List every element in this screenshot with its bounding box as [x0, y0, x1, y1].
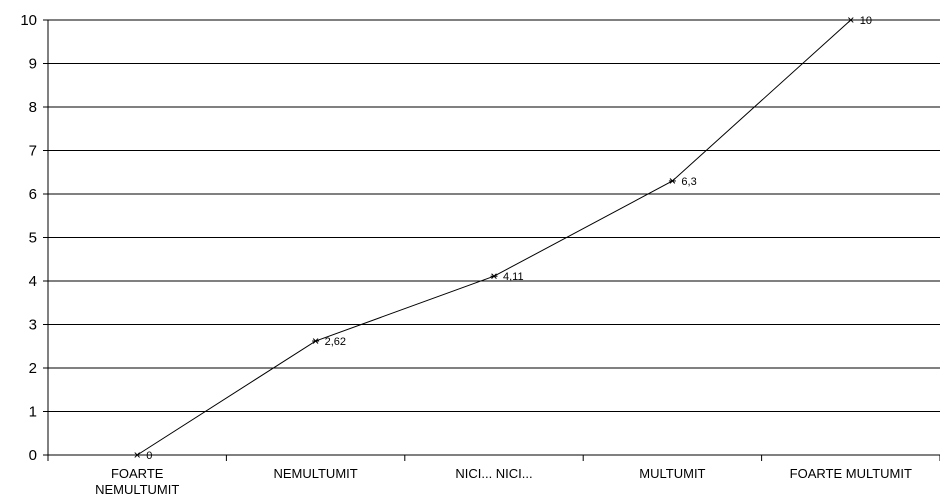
axes	[43, 19, 940, 461]
data-label: 6,3	[681, 176, 696, 188]
y-tick-label: 8	[29, 99, 37, 116]
x-tick-label: NICI... NICI...	[455, 466, 532, 481]
y-tick-label: 6	[29, 186, 37, 203]
x-tick-label-line: NEMULTUMIT	[273, 466, 357, 481]
y-tick-label: 3	[29, 317, 37, 334]
data-label: 4,11	[503, 271, 524, 283]
x-tick-label-line: MULTUMIT	[639, 466, 705, 481]
data-label: 10	[860, 15, 872, 27]
x-tick-label: MULTUMIT	[639, 466, 705, 481]
x-tick-label-line: NICI... NICI...	[455, 466, 532, 481]
y-tick-label: 10	[20, 12, 37, 29]
y-tick-label: 4	[29, 273, 37, 290]
data-labels: 0 2,62 4,11 6,3 10	[146, 15, 872, 462]
data-point-marker	[847, 17, 855, 23]
x-tick-label: FOARTE NEMULTUMIT	[95, 466, 179, 497]
x-tick-label: NEMULTUMIT	[273, 466, 357, 481]
data-point-marker	[312, 338, 320, 344]
x-tick-label-line: FOARTE	[111, 466, 164, 481]
x-tick-label-line: NEMULTUMIT	[95, 482, 179, 497]
y-tick-label: 7	[29, 143, 37, 160]
data-label: 2,62	[325, 336, 346, 348]
y-tick-label: 1	[29, 404, 37, 421]
gridlines	[48, 19, 940, 412]
y-tick-label: 0	[29, 447, 37, 464]
data-label: 0	[146, 450, 152, 462]
x-tick-label-line: FOARTE MULTUMIT	[790, 466, 912, 481]
x-tick-label: FOARTE MULTUMIT	[790, 466, 912, 481]
data-point-marker	[668, 178, 676, 184]
data-point-marker	[490, 273, 498, 280]
y-tick-label: 2	[29, 360, 37, 377]
series-group	[133, 17, 855, 458]
data-point-marker	[133, 452, 141, 458]
y-tick-label: 5	[29, 230, 37, 247]
y-tick-label: 9	[29, 56, 37, 73]
y-axis-tick-labels: 0 1 2 3 4 5 6 7 8 9 10	[20, 12, 37, 464]
